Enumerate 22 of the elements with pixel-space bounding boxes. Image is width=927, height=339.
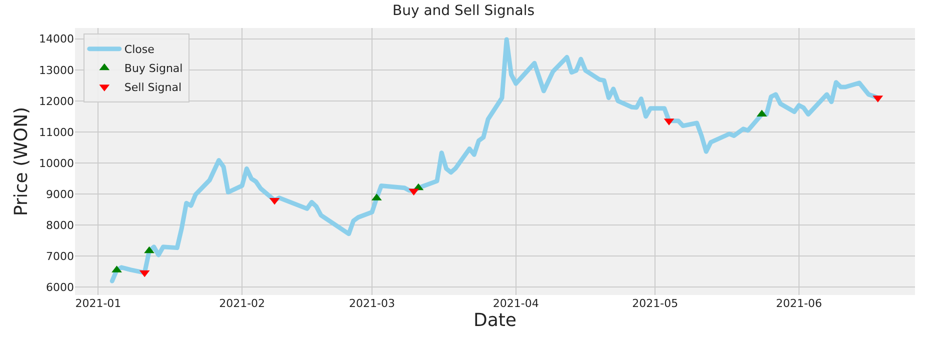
y-tick-label: 12000 (39, 94, 74, 108)
x-axis-title: Date (473, 310, 517, 332)
point (144, 246, 154, 254)
chart-title: Buy and Sell Signals (392, 2, 535, 19)
y-tick-label: 9000 (46, 188, 74, 201)
legend-label: Sell Signal (124, 81, 182, 94)
y-tick-label: 7000 (46, 250, 74, 264)
y-tick-label: 13000 (39, 64, 74, 77)
legend-label: Close (124, 43, 155, 56)
x-tick-label: 2021-06 (776, 297, 822, 310)
y-tick-label: 10000 (39, 156, 74, 170)
x-tick-label: 2021-02 (219, 297, 266, 310)
y-axis-title: Price (WON) (11, 106, 32, 216)
y-tick-label: 14000 (39, 32, 74, 46)
y-tick-label: 6000 (46, 281, 74, 294)
y-tick-label: 11000 (39, 126, 74, 139)
x-tick-label: 2021-05 (632, 297, 678, 310)
y-tick-label: 8000 (46, 219, 74, 232)
x-tick-label: 2021-03 (349, 297, 396, 310)
legend-label: Buy Signal (124, 62, 183, 76)
x-tick-label: 2021-01 (75, 297, 122, 310)
x-tick-label: 2021-04 (492, 297, 539, 310)
